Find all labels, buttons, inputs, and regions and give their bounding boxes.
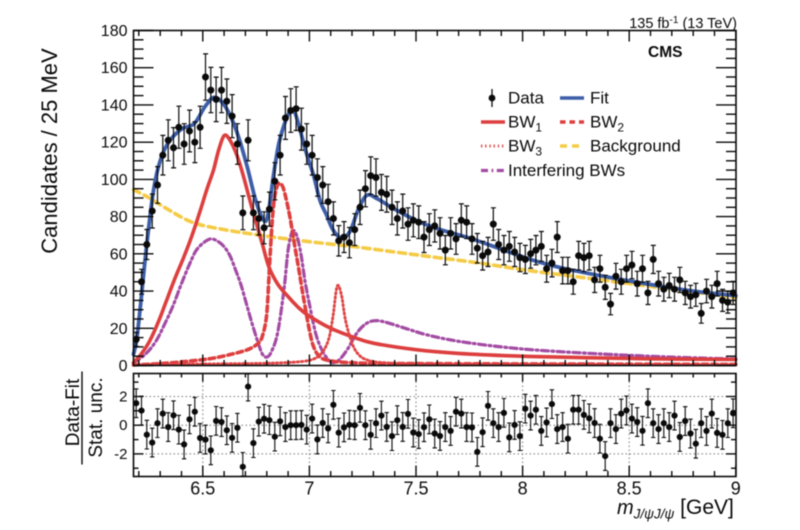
svg-text:BW3: BW3	[508, 137, 542, 159]
svg-text:Data-Fit: Data-Fit	[63, 378, 84, 446]
svg-text:2: 2	[119, 389, 127, 406]
svg-text:Data: Data	[508, 89, 544, 108]
svg-text:BW2: BW2	[590, 113, 624, 135]
svg-text:Stat. unc.: Stat. unc.	[86, 377, 107, 457]
svg-text:-2: -2	[114, 446, 127, 463]
svg-text:9: 9	[731, 479, 741, 499]
svg-text:Interfering BWs: Interfering BWs	[508, 161, 625, 180]
svg-text:100: 100	[101, 172, 128, 189]
svg-text:140: 140	[101, 97, 128, 114]
svg-text:60: 60	[110, 246, 128, 263]
svg-text:40: 40	[110, 284, 128, 301]
svg-text:7: 7	[304, 479, 314, 499]
svg-text:7.5: 7.5	[403, 479, 428, 499]
svg-text:CMS: CMS	[648, 44, 682, 61]
svg-text:20: 20	[110, 321, 128, 338]
svg-text:mJ/ψJ/ψ [GeV]: mJ/ψJ/ψ [GeV]	[617, 496, 734, 522]
svg-text:0: 0	[119, 417, 127, 434]
svg-text:Background: Background	[590, 137, 681, 156]
svg-text:Candidates / 25 MeV: Candidates / 25 MeV	[37, 48, 62, 254]
svg-text:6.5: 6.5	[190, 479, 215, 499]
svg-text:8: 8	[518, 479, 528, 499]
svg-text:180: 180	[101, 23, 128, 40]
svg-text:0: 0	[119, 358, 128, 375]
svg-text:120: 120	[101, 135, 128, 152]
svg-text:160: 160	[101, 60, 128, 77]
svg-text:80: 80	[110, 209, 128, 226]
svg-text:8.5: 8.5	[617, 479, 642, 499]
svg-text:BW1: BW1	[508, 113, 542, 135]
svg-text:135 fb-1 (13 TeV): 135 fb-1 (13 TeV)	[629, 15, 737, 32]
svg-text:Fit: Fit	[590, 89, 609, 108]
